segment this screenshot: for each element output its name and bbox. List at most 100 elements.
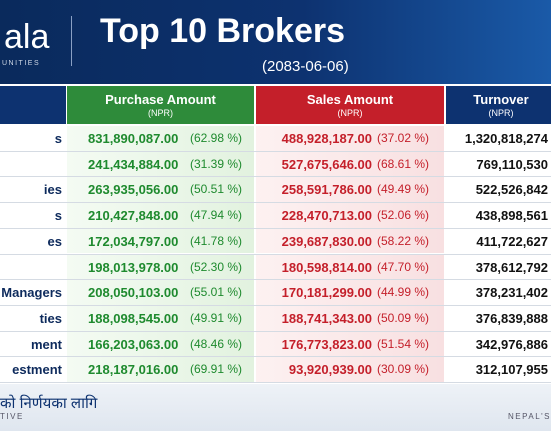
purchase-amount: 208,050,103.00 [88,285,179,301]
purchase-pct: (48.46 %) [190,336,243,351]
row-line [0,150,551,152]
column-title: Purchase Amount [105,92,216,107]
purchase-amount: 210,427,848.00 [88,208,179,224]
sales-amount: 488,928,187.00 [281,131,372,146]
logo-tagline: UNITIES [2,60,41,67]
purchase-pct: (52.30 %) [190,259,243,274]
purchase-pct: (55.01 %) [190,285,243,300]
purchase-cell [67,357,254,382]
purchase-cell [67,228,254,254]
broker-name: es [47,233,62,249]
purchase-amount: 241,434,884.00 [88,156,179,172]
row-line [0,304,551,306]
sales-pct: (68.61 %) [377,156,430,171]
divider [71,16,72,66]
turnover: 522,526,842 [475,182,548,198]
turnover: 376,839,888 [475,310,548,326]
sales-cell [256,126,444,151]
purchase-cell [67,126,254,151]
sales-cell [256,203,444,228]
sales-pct: (52.06 %) [377,208,430,223]
sales-pct: (49.49 %) [377,182,430,197]
column-title: Sales Amount [306,92,394,107]
column-title: Turnover [473,92,529,107]
column-unit: (NPR) [148,108,173,118]
footer [0,384,551,431]
header-cell [446,86,551,124]
broker-name: Managers [1,285,62,301]
sales-amount: 527,675,646.00 [281,156,372,172]
sales-pct: (37.02 %) [377,131,430,145]
purchase-amount: 188,098,545.00 [88,310,179,326]
turnover: 312,107,955 [475,362,548,378]
header-cell [256,86,444,124]
broker-name: ment [30,336,62,352]
row-line [0,330,551,332]
purchase-amount: 172,034,797.00 [88,233,179,249]
sales-amount: 188,741,343.00 [281,310,372,326]
purchase-pct: (62.98 %) [190,131,243,145]
sales-cell [256,177,444,203]
broker-name: ties [39,310,62,326]
footer-tagline: को निर्णयका लागि [0,395,98,412]
broker-name: estment [12,362,62,378]
footer-left: TIVE [0,412,24,421]
turnover: 438,898,561 [475,208,548,224]
row-line [0,176,551,178]
row-line [0,253,551,255]
logo: ala [4,18,50,56]
row-line [0,227,551,229]
row-line [0,279,551,281]
broker-name: s [54,208,62,224]
turnover: 342,976,886 [475,336,548,352]
sales-amount: 239,687,830.00 [281,233,372,249]
banner [0,0,551,84]
column-unit: (NPR) [488,108,514,118]
row-line [0,382,551,383]
purchase-cell [67,151,254,177]
purchase-pct: (69.91 %) [190,362,243,377]
turnover: 378,612,792 [475,259,548,275]
row-line [0,202,551,204]
purchase-pct: (31.39 %) [190,156,243,171]
sales-amount: 93,920,939.00 [288,362,372,378]
purchase-cell [67,331,254,357]
column-unit: (NPR) [337,108,363,118]
sales-cell [256,151,444,177]
purchase-cell [67,254,254,280]
turnover: 411,722,627 [476,233,548,249]
sales-cell [256,305,444,331]
sales-pct: (58.22 %) [377,233,430,248]
sales-amount: 170,181,299.00 [281,285,372,301]
purchase-pct: (47.94 %) [190,208,243,223]
sales-cell [256,254,444,280]
broker-name: ies [43,182,62,198]
row-line [0,356,551,358]
purchase-amount: 263,935,056.00 [88,182,179,198]
purchase-pct: (49.91 %) [190,310,243,325]
date: (2083-06-06) [262,58,349,75]
purchase-amount: 198,013,978.00 [88,259,179,275]
header-cell [67,86,254,124]
purchase-pct: (50.51 %) [190,182,243,197]
turnover: 1,320,818,274 [464,131,548,146]
purchase-amount: 831,890,087.00 [88,131,179,146]
turnover: 378,231,402 [475,285,548,301]
sales-cell [256,357,444,382]
sales-pct: (50.09 %) [377,310,430,325]
sales-pct: (30.09 %) [377,362,430,377]
purchase-pct: (41.78 %) [190,233,243,248]
sales-cell [256,280,444,305]
purchase-cell [67,177,254,203]
turnover: 769,110,530 [476,156,548,172]
sales-pct: (44.99 %) [377,285,430,300]
sales-amount: 180,598,814.00 [281,259,372,275]
sales-amount: 176,773,823.00 [281,336,372,352]
purchase-cell [67,305,254,331]
purchase-cell [67,203,254,228]
sales-cell [256,228,444,254]
purchase-cell [67,280,254,305]
sales-pct: (47.70 %) [377,259,430,274]
title: Top 10 Brokers [100,12,346,50]
